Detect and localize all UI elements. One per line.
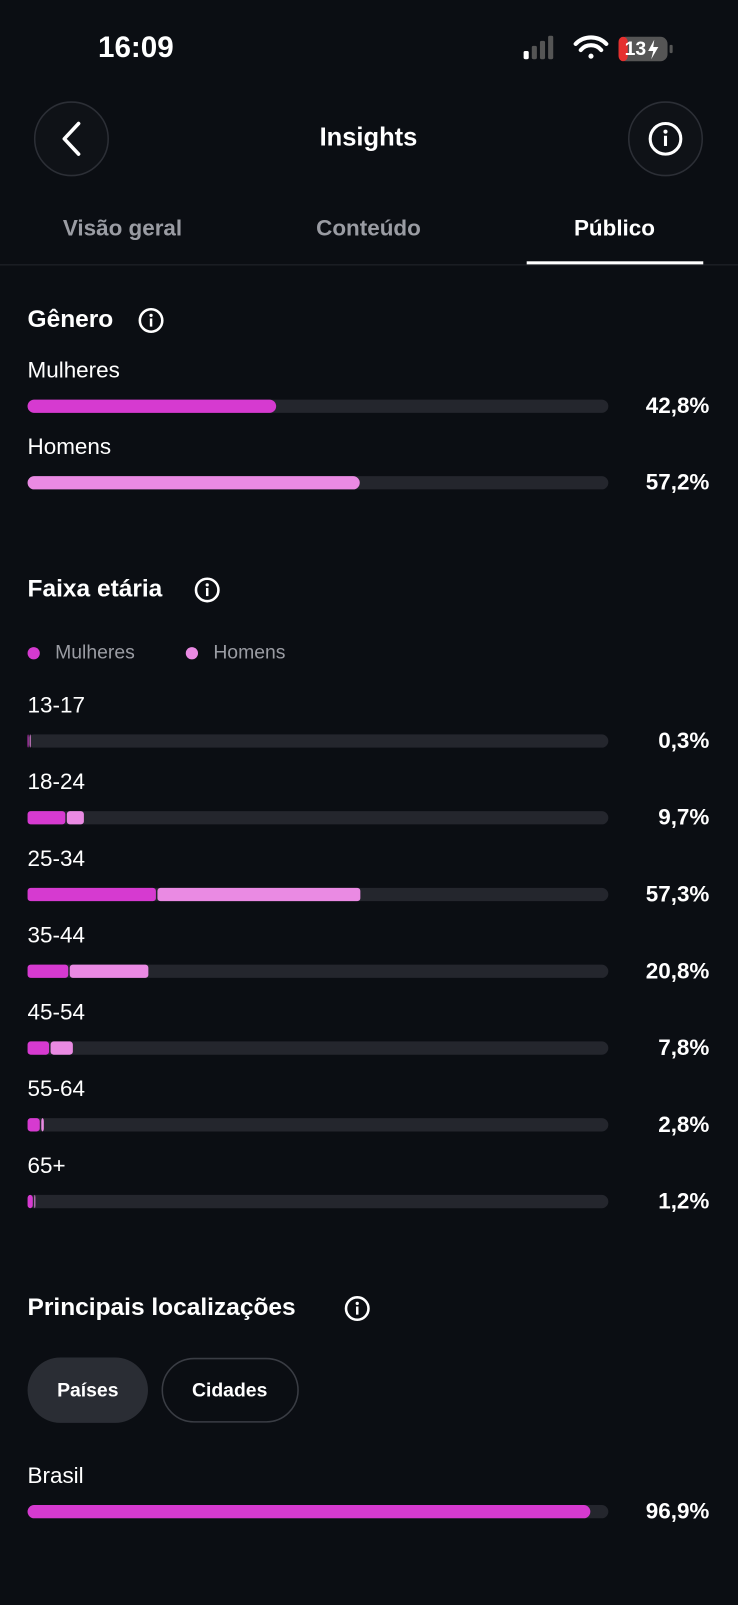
bar-value: 42,8% xyxy=(646,393,710,418)
tab[interactable]: Conteúdo xyxy=(316,216,421,241)
bar-label: 35-44 xyxy=(28,923,85,948)
bar-value: 0,3% xyxy=(658,728,709,753)
bar-segment xyxy=(27,964,69,978)
info-button[interactable] xyxy=(627,101,704,177)
filter-pill[interactable] xyxy=(161,1357,299,1423)
tab-divider xyxy=(0,264,738,266)
legend-dot xyxy=(185,647,199,660)
filter-pill-active[interactable] xyxy=(27,1357,149,1423)
bar-label: 65+ xyxy=(28,1153,66,1178)
bar-value: 7,8% xyxy=(658,1035,709,1060)
bar-label: Homens xyxy=(28,434,112,459)
bar xyxy=(27,476,360,490)
bar-segment xyxy=(157,887,361,902)
bar-value: 96,9% xyxy=(646,1499,710,1524)
bar-segment xyxy=(41,1118,44,1132)
bar-segment xyxy=(27,734,29,748)
section-title: Principais localizações xyxy=(28,1294,296,1321)
bar-segment xyxy=(50,1041,73,1055)
bar-label: Mulheres xyxy=(28,357,120,382)
bar-segment xyxy=(66,811,84,825)
info-icon[interactable] xyxy=(138,307,370,1322)
bar-track xyxy=(27,734,609,748)
bar-label: 18-24 xyxy=(28,769,85,794)
filter-label[interactable]: Países xyxy=(57,1379,118,1401)
header-title: Insights xyxy=(320,124,418,152)
tab-underline xyxy=(526,261,704,265)
bar-label: 25-34 xyxy=(28,846,85,871)
bar-value: 9,7% xyxy=(658,805,709,830)
bar-value: 1,2% xyxy=(658,1189,709,1214)
legend-dot xyxy=(27,647,40,660)
bar-track xyxy=(27,1118,609,1132)
section-title: Faixa etária xyxy=(28,575,163,602)
bar-label: 55-64 xyxy=(28,1076,85,1101)
bar-segment xyxy=(27,811,66,825)
bar-track xyxy=(27,964,609,978)
bar-label: 13-17 xyxy=(28,692,85,717)
legend-label: Homens xyxy=(213,641,285,663)
bar xyxy=(27,1505,591,1519)
bar-track xyxy=(27,1041,609,1055)
wifi-icon xyxy=(573,35,609,59)
section-title: Gênero xyxy=(28,306,114,333)
bar-track xyxy=(27,1194,609,1209)
bar-segment xyxy=(27,1041,50,1055)
bar-label: Brasil xyxy=(28,1463,84,1488)
bar-segment xyxy=(27,887,156,902)
tab[interactable]: Visão geral xyxy=(63,216,182,241)
bar-label: 45-54 xyxy=(28,999,85,1024)
bar-track xyxy=(27,811,609,825)
bar-segment xyxy=(34,1194,36,1209)
tab-active[interactable]: Público xyxy=(574,216,655,241)
signal-icon xyxy=(523,35,554,60)
battery-level: 13 xyxy=(625,38,647,60)
info-icon-glyph xyxy=(149,313,359,1315)
back-button[interactable] xyxy=(33,101,109,177)
battery-icon: 13 xyxy=(618,36,673,62)
bar xyxy=(27,399,277,413)
legend-label: Mulheres xyxy=(55,641,135,663)
bar-segment xyxy=(27,1118,40,1132)
bar-segment xyxy=(29,734,31,748)
bar-value: 57,3% xyxy=(646,881,710,906)
bar-value: 20,8% xyxy=(646,958,710,983)
bar-segment xyxy=(27,1194,33,1209)
status-time: 16:09 xyxy=(98,31,174,64)
bar-value: 2,8% xyxy=(658,1112,709,1137)
bar-segment xyxy=(69,964,149,978)
bar-value: 57,2% xyxy=(646,470,710,495)
filter-label[interactable]: Cidades xyxy=(192,1379,267,1401)
